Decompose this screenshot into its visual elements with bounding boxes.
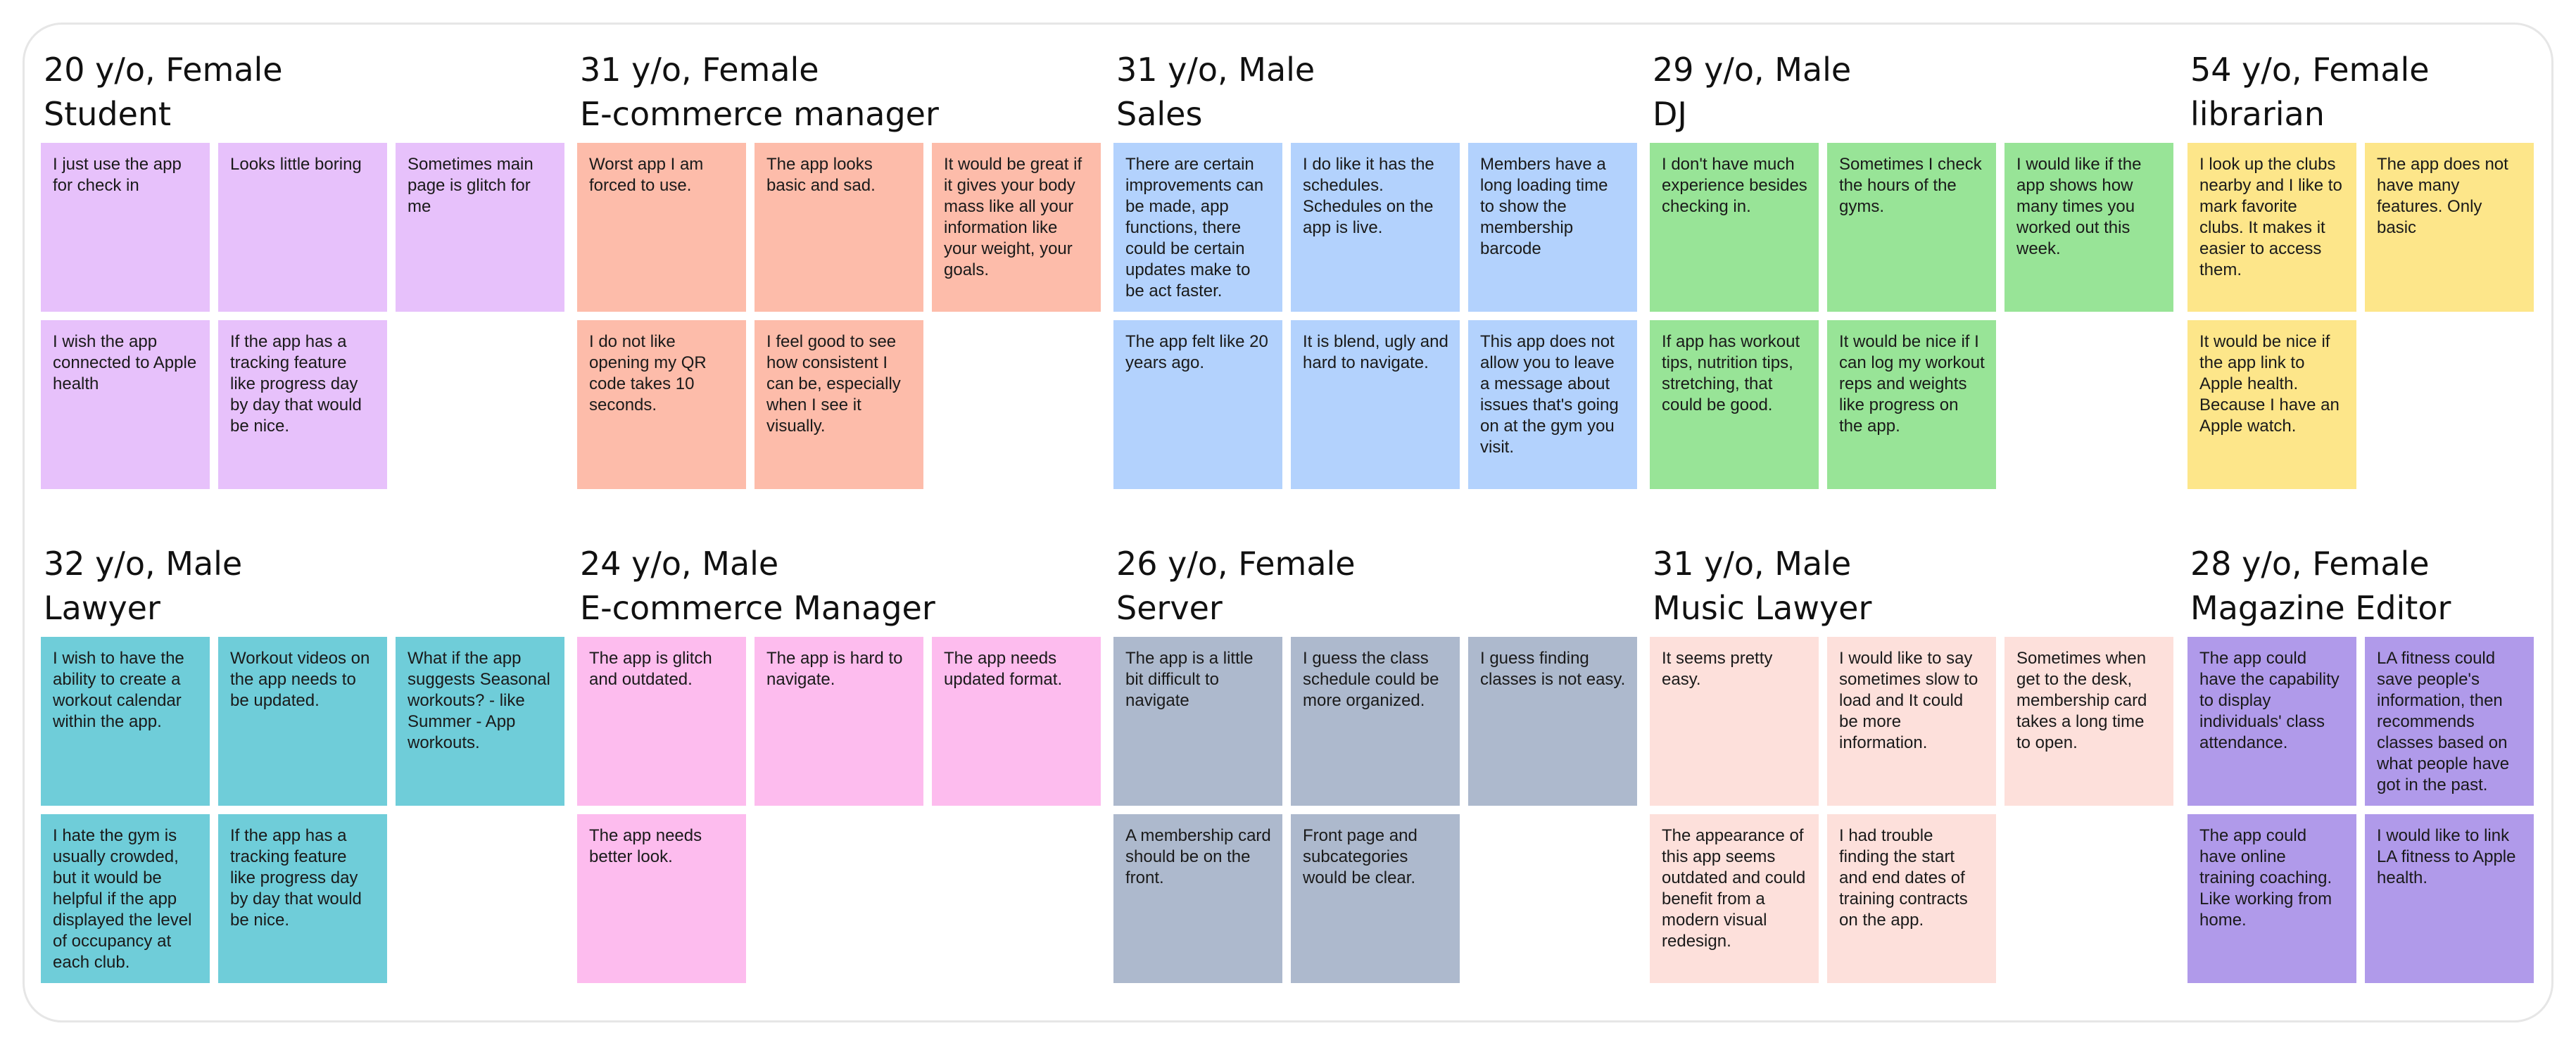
sticky-note[interactable]: The app is glitch and outdated. <box>577 637 746 806</box>
sticky-note[interactable]: I guess finding classes is not easy. <box>1468 637 1637 806</box>
persona-title: 29 y/o, Male <box>1653 51 1852 89</box>
persona-title: 20 y/o, Female <box>44 51 283 89</box>
persona-role: E-commerce manager <box>580 95 939 133</box>
sticky-note[interactable]: The app looks basic and sad. <box>755 143 923 312</box>
persona-role: E-commerce Manager <box>580 589 935 627</box>
persona-title: 32 y/o, Male <box>44 545 243 583</box>
persona-group: 29 y/o, Male DJ I don't have much experien… <box>1650 27 2173 491</box>
sticky-note[interactable]: The app could have the capability to dis… <box>2187 637 2356 806</box>
sticky-note[interactable]: Front page and subcategories would be cl… <box>1291 814 1460 983</box>
sticky-note[interactable]: What if the app suggests Seasonal workou… <box>396 637 564 806</box>
sticky-note[interactable]: It would be nice if I can log my workout… <box>1827 320 1996 489</box>
persona-role: Server <box>1116 589 1223 627</box>
sticky-note[interactable]: The app is a little bit difficult to nav… <box>1113 637 1282 806</box>
sticky-note[interactable]: The app does not have many features. Onl… <box>2365 143 2534 312</box>
sticky-note[interactable]: I do not like opening my QR code takes 1… <box>577 320 746 489</box>
sticky-note[interactable]: I would like to say sometimes slow to lo… <box>1827 637 1996 806</box>
sticky-note[interactable]: The app needs updated format. <box>932 637 1101 806</box>
persona-title: 54 y/o, Female <box>2190 51 2430 89</box>
persona-group: 32 y/o, Male Lawyer I wish to have the abi… <box>41 521 564 985</box>
sticky-note[interactable]: I don't have much experience besides che… <box>1650 143 1819 312</box>
persona-group: 28 y/o, Female Magazine Editor The app cou… <box>2187 521 2576 985</box>
persona-title: 28 y/o, Female <box>2190 545 2430 583</box>
persona-title: 26 y/o, Female <box>1116 545 1356 583</box>
sticky-note[interactable]: I would like to link LA fitness to Apple… <box>2365 814 2534 983</box>
sticky-note[interactable]: I would like if the app shows how many t… <box>2004 143 2173 312</box>
sticky-note[interactable]: It would be nice if the app link to Appl… <box>2187 320 2356 489</box>
persona-group: 24 y/o, Male E-commerce Manager The app is… <box>577 521 1101 985</box>
persona-role: DJ <box>1653 95 1687 133</box>
persona-role: Lawyer <box>44 589 160 627</box>
sticky-note[interactable]: Worst app I am forced to use. <box>577 143 746 312</box>
persona-group: 20 y/o, Female Student I just use the app … <box>41 27 564 491</box>
persona-role: Sales <box>1116 95 1203 133</box>
sticky-note[interactable]: Looks little boring <box>218 143 387 312</box>
persona-group: 26 y/o, Female Server The app is a little … <box>1113 521 1637 985</box>
sticky-note[interactable]: The appearance of this app seems outdate… <box>1650 814 1819 983</box>
persona-group: 31 y/o, Male Music Lawyer It seems pretty … <box>1650 521 2173 985</box>
persona-title: 31 y/o, Male <box>1116 51 1315 89</box>
sticky-note[interactable]: This app does not allow you to leave a m… <box>1468 320 1637 489</box>
sticky-note[interactable]: The app needs better look. <box>577 814 746 983</box>
persona-role: Music Lawyer <box>1653 589 1872 627</box>
sticky-note[interactable]: It seems pretty easy. <box>1650 637 1819 806</box>
sticky-note[interactable]: Members have a long loading time to show… <box>1468 143 1637 312</box>
sticky-note[interactable]: The app is hard to navigate. <box>755 637 923 806</box>
sticky-note[interactable]: I do like it has the schedules. Schedule… <box>1291 143 1460 312</box>
persona-group: 31 y/o, Male Sales There are certain impro… <box>1113 27 1637 491</box>
persona-role: librarian <box>2190 95 2325 133</box>
persona-role: Magazine Editor <box>2190 589 2451 627</box>
sticky-note[interactable]: The app could have online training coach… <box>2187 814 2356 983</box>
sticky-note[interactable]: If app has workout tips, nutrition tips,… <box>1650 320 1819 489</box>
sticky-note[interactable]: It is blend, ugly and hard to navigate. <box>1291 320 1460 489</box>
sticky-note[interactable]: Sometimes when get to the desk, membersh… <box>2004 637 2173 806</box>
sticky-note[interactable]: If the app has a tracking feature like p… <box>218 814 387 983</box>
persona-group: 54 y/o, Female librarian I look up the clu… <box>2187 27 2576 491</box>
persona-role: Student <box>44 95 172 133</box>
sticky-note[interactable]: It would be great if it gives your body … <box>932 143 1101 312</box>
sticky-note[interactable]: I feel good to see how consistent I can … <box>755 320 923 489</box>
persona-title: 24 y/o, Male <box>580 545 779 583</box>
persona-title: 31 y/o, Male <box>1653 545 1852 583</box>
sticky-note[interactable]: A membership card should be on the front… <box>1113 814 1282 983</box>
sticky-note[interactable]: I guess the class schedule could be more… <box>1291 637 1460 806</box>
sticky-note[interactable]: LA fitness could save people's informati… <box>2365 637 2534 806</box>
persona-group: 31 y/o, Female E-commerce manager Worst ap… <box>577 27 1101 491</box>
sticky-note[interactable]: I hate the gym is usually crowded, but i… <box>41 814 210 983</box>
sticky-note[interactable]: Sometimes main page is glitch for me <box>396 143 564 312</box>
sticky-note[interactable]: I had trouble finding the start and end … <box>1827 814 1996 983</box>
sticky-note[interactable]: I just use the app for check in <box>41 143 210 312</box>
sticky-note[interactable]: The app felt like 20 years ago. <box>1113 320 1282 489</box>
sticky-note[interactable]: There are certain improvements can be ma… <box>1113 143 1282 312</box>
sticky-note[interactable]: I wish to have the ability to create a w… <box>41 637 210 806</box>
sticky-note[interactable]: I wish the app connected to Apple health <box>41 320 210 489</box>
sticky-note[interactable]: I look up the clubs nearby and I like to… <box>2187 143 2356 312</box>
sticky-note[interactable]: Workout videos on the app needs to be up… <box>218 637 387 806</box>
sticky-note[interactable]: Sometimes I check the hours of the gyms. <box>1827 143 1996 312</box>
persona-title: 31 y/o, Female <box>580 51 819 89</box>
sticky-note[interactable]: If the app has a tracking feature like p… <box>218 320 387 489</box>
